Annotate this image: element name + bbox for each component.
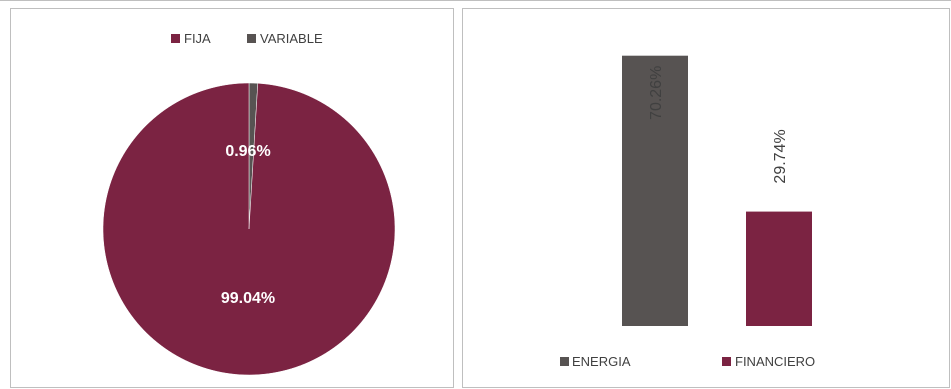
- pie-chart: FIJA VARIABLE 99.04% 0.96%: [102, 31, 396, 376]
- bar-data-label-energia: 70.26%: [648, 66, 665, 120]
- legend-label-variable: VARIABLE: [260, 31, 323, 46]
- legend-swatch-financiero: [722, 357, 731, 366]
- bar-chart: 70.26% 29.74% ENERGIA FINANCIERO: [560, 55, 815, 369]
- pie-data-label-fija: 99.04%: [221, 290, 275, 307]
- bar-energia: [622, 55, 688, 327]
- bar-financiero: [746, 211, 812, 326]
- pie-slice-fija: [102, 82, 396, 376]
- legend-swatch-fija: [171, 34, 180, 43]
- legend-swatch-variable: [247, 34, 256, 43]
- bar-marks: [622, 55, 812, 327]
- pie-legend: FIJA VARIABLE: [171, 31, 323, 46]
- top-border-line: [0, 0, 951, 1]
- legend-label-financiero: FINANCIERO: [735, 354, 815, 369]
- legend-swatch-energia: [560, 357, 569, 366]
- legend-label-fija: FIJA: [184, 31, 211, 46]
- legend-label-energia: ENERGIA: [572, 354, 631, 369]
- pie-data-label-variable: 0.96%: [225, 143, 270, 160]
- pie-chart-panel: FIJA VARIABLE 99.04% 0.96%: [10, 8, 454, 388]
- bar-chart-panel: 70.26% 29.74% ENERGIA FINANCIERO: [462, 8, 950, 388]
- bar-legend: ENERGIA FINANCIERO: [560, 354, 815, 369]
- pie-slices: [102, 82, 396, 376]
- bar-data-label-financiero: 29.74%: [772, 129, 789, 183]
